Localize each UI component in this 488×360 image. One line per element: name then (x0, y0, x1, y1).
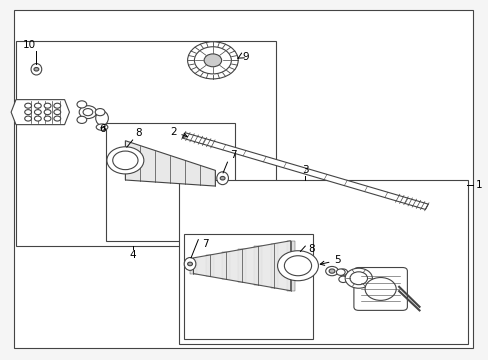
Circle shape (345, 268, 372, 288)
Text: 10: 10 (22, 40, 36, 50)
Polygon shape (189, 258, 197, 274)
Polygon shape (270, 244, 278, 288)
Bar (179, 180, 467, 344)
Circle shape (44, 116, 51, 121)
Circle shape (79, 106, 97, 118)
Polygon shape (222, 252, 229, 279)
Circle shape (34, 67, 39, 71)
Polygon shape (254, 247, 262, 285)
Circle shape (25, 110, 31, 114)
Ellipse shape (216, 172, 228, 185)
Circle shape (220, 176, 224, 180)
Circle shape (54, 116, 61, 121)
Circle shape (54, 103, 61, 108)
Text: 2: 2 (169, 127, 187, 137)
Circle shape (349, 272, 367, 285)
Polygon shape (11, 100, 69, 125)
Circle shape (25, 103, 31, 108)
Circle shape (338, 276, 347, 283)
Circle shape (54, 110, 61, 114)
Polygon shape (125, 141, 215, 186)
Circle shape (113, 151, 138, 170)
Ellipse shape (31, 64, 41, 75)
Circle shape (44, 103, 51, 108)
Circle shape (187, 42, 238, 79)
Circle shape (77, 101, 86, 108)
Circle shape (277, 251, 318, 281)
Circle shape (348, 274, 357, 281)
Circle shape (194, 47, 231, 74)
Circle shape (187, 262, 192, 266)
Polygon shape (286, 241, 294, 291)
Bar (16, 41, 276, 246)
Circle shape (25, 116, 31, 121)
Polygon shape (205, 255, 213, 276)
Circle shape (338, 269, 347, 275)
Bar (106, 123, 234, 241)
Polygon shape (238, 249, 245, 282)
Circle shape (77, 116, 86, 123)
Circle shape (107, 147, 143, 174)
Circle shape (365, 278, 395, 300)
Circle shape (34, 103, 41, 108)
Text: 8: 8 (307, 244, 314, 254)
Circle shape (203, 54, 221, 67)
Text: 7: 7 (230, 150, 237, 160)
Circle shape (95, 109, 105, 116)
Text: 1: 1 (474, 180, 481, 190)
Text: 3: 3 (302, 165, 308, 175)
Circle shape (83, 109, 93, 116)
Circle shape (34, 110, 41, 114)
Bar (183, 234, 312, 339)
Circle shape (336, 269, 345, 275)
Circle shape (328, 269, 334, 273)
Text: 7: 7 (202, 239, 208, 249)
Circle shape (44, 110, 51, 114)
Circle shape (325, 266, 338, 276)
FancyBboxPatch shape (353, 267, 407, 310)
Ellipse shape (184, 257, 196, 270)
Ellipse shape (96, 111, 108, 125)
Circle shape (34, 116, 41, 121)
Text: 8: 8 (135, 128, 142, 138)
Ellipse shape (96, 124, 108, 130)
Text: 5: 5 (320, 255, 340, 265)
Text: 6: 6 (99, 124, 106, 134)
Circle shape (284, 256, 311, 276)
Polygon shape (193, 241, 290, 291)
Text: 4: 4 (129, 249, 136, 260)
Text: 9: 9 (242, 52, 248, 62)
Polygon shape (182, 133, 427, 210)
